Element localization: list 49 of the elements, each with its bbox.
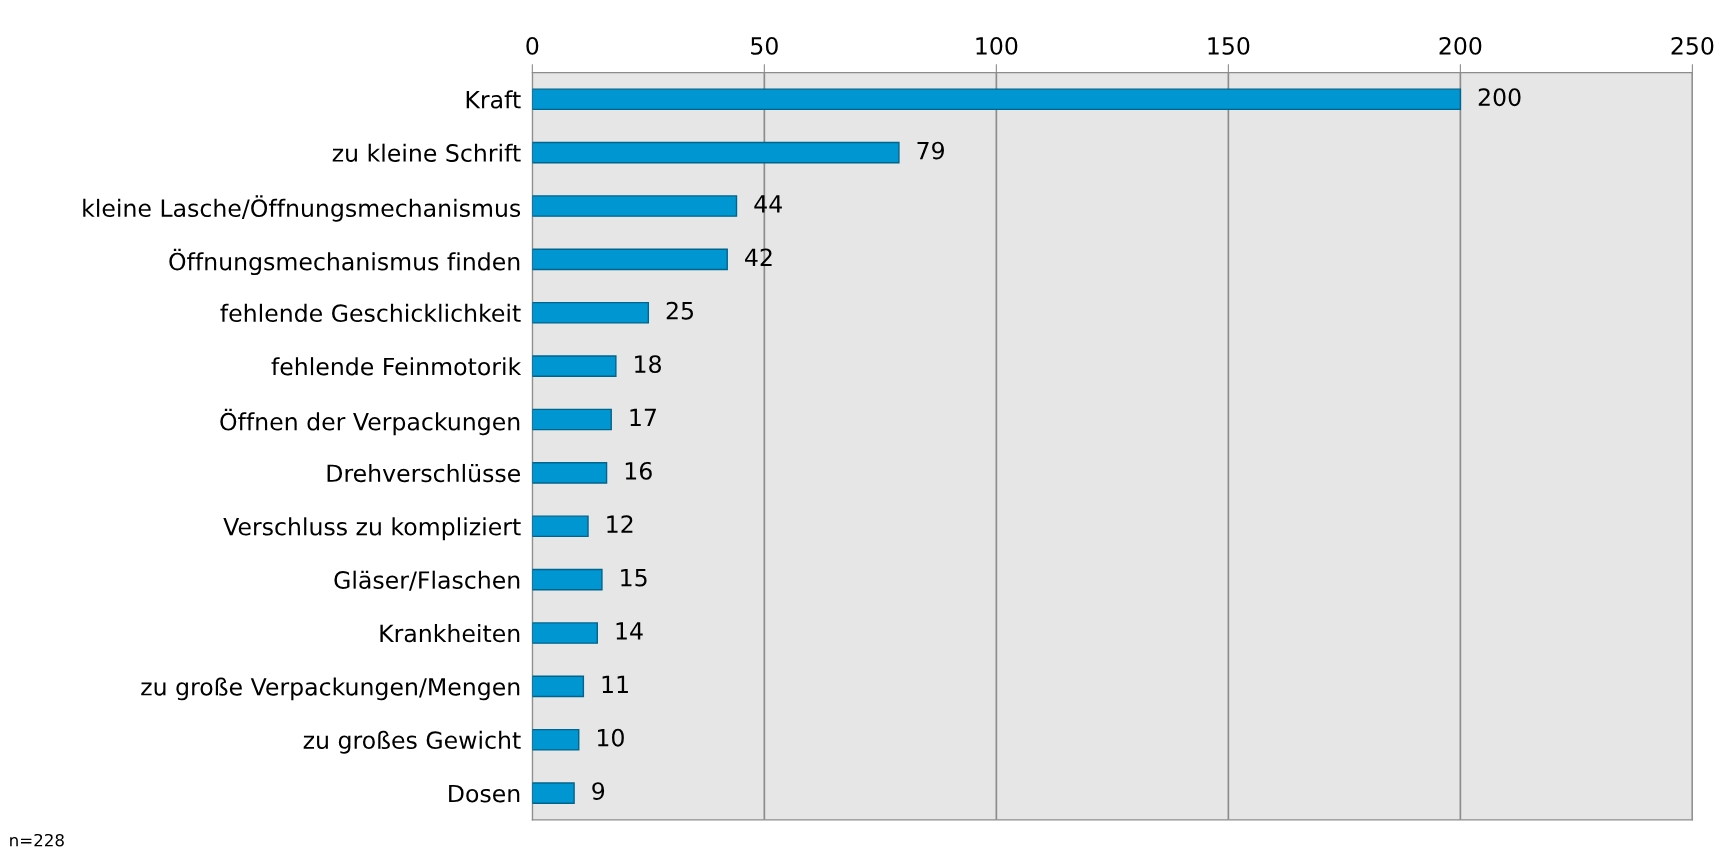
bar xyxy=(532,622,598,644)
y-tick-label: Gläser/Flaschen xyxy=(334,570,520,591)
bar xyxy=(532,408,612,431)
y-tick-label: zu großes Gewicht xyxy=(303,730,521,754)
bar xyxy=(532,782,575,804)
text: n=228 xyxy=(10,833,64,847)
data-label: 200 xyxy=(1478,88,1521,107)
y-tick-label: Öffnungsmechanismus finden xyxy=(169,248,520,276)
bar xyxy=(532,515,589,538)
data-label: 16 xyxy=(625,461,652,480)
data-label: 79 xyxy=(917,141,944,160)
y-tick-label: Öffnen der Verpackungen xyxy=(220,408,520,436)
x-tick-label: 100 xyxy=(976,36,1018,55)
x-tick-label: 150 xyxy=(1208,36,1250,55)
bar xyxy=(532,728,580,751)
data-label: 44 xyxy=(754,195,782,213)
y-tick-label: Dosen xyxy=(449,784,520,803)
data-label: 18 xyxy=(635,355,661,373)
bar xyxy=(532,195,738,217)
y-tick-label: kleine Lasche/Öffnungsmechanismus xyxy=(83,195,521,222)
bar xyxy=(532,301,650,324)
data-label: 9 xyxy=(592,782,605,800)
x-tick-label: 0 xyxy=(526,36,539,55)
data-label: 12 xyxy=(607,515,633,533)
data-label: 25 xyxy=(666,301,693,320)
y-tick-label: fehlende Feinmotorik xyxy=(271,357,522,376)
x-tick-label: 250 xyxy=(1671,36,1714,55)
bar xyxy=(532,568,603,591)
y-tick-label: zu große Verpackungen/Mengen xyxy=(141,677,520,701)
y-tick-label: Krankheiten xyxy=(380,624,520,643)
bar xyxy=(532,88,1462,111)
y-tick-label: Kraft xyxy=(466,90,521,109)
data-label: 42 xyxy=(745,248,772,266)
y-tick-label: zu kleine Schrift xyxy=(332,143,521,162)
bar xyxy=(532,462,608,484)
bar xyxy=(532,355,617,377)
bar xyxy=(532,248,728,271)
y-tick-label: fehlende Geschicklichkeit xyxy=(220,303,521,323)
x-tick-label: 50 xyxy=(751,36,778,55)
data-label: 14 xyxy=(616,622,643,640)
data-label: 10 xyxy=(598,728,624,747)
data-label: 15 xyxy=(621,568,647,587)
bar xyxy=(532,675,585,698)
data-label: 17 xyxy=(630,408,656,427)
x-tick-label: 200 xyxy=(1439,36,1482,55)
bar xyxy=(532,141,900,164)
y-tick-label: Drehverschlüsse xyxy=(327,463,520,483)
y-tick-label: Verschluss zu kompliziert xyxy=(223,517,521,541)
data-label: 11 xyxy=(602,675,628,693)
